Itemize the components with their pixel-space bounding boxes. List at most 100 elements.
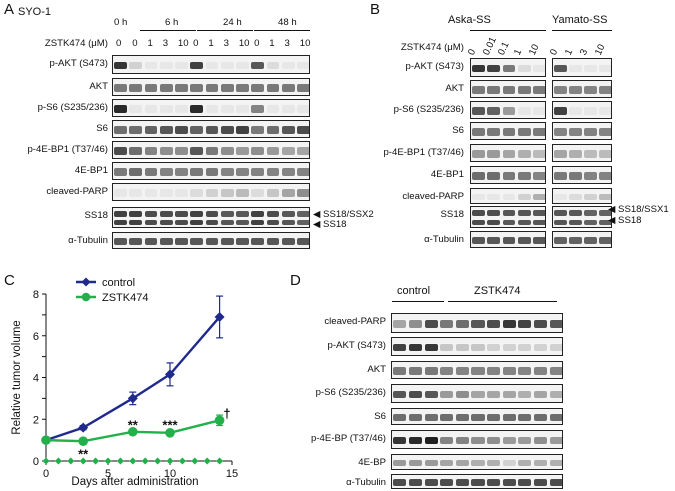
blot-band — [487, 367, 501, 375]
blot-band — [205, 237, 219, 246]
legend-label: ZSTK474 — [102, 292, 148, 304]
baseline-marker — [79, 457, 87, 465]
blot-band — [517, 236, 531, 245]
group-label: ZSTK474 — [474, 285, 521, 297]
blot-band — [472, 107, 485, 115]
blot-band — [533, 479, 548, 486]
blot-band — [220, 84, 234, 92]
blot-row-label: cleaved-PARP — [402, 191, 464, 202]
blot-band — [517, 64, 531, 73]
blot-band — [584, 150, 597, 158]
blot-strip — [470, 231, 546, 248]
blot-strip — [391, 454, 563, 470]
blot-band — [424, 436, 438, 445]
blot-band — [408, 459, 422, 467]
blot-band — [266, 168, 280, 176]
group-label: Aska-SS — [448, 14, 491, 26]
blot-band — [502, 413, 516, 422]
data-point — [127, 393, 138, 404]
blot-band — [533, 210, 545, 216]
blot-band — [502, 436, 516, 445]
blot-strip — [552, 166, 612, 184]
data-point — [214, 311, 225, 322]
blot-band — [533, 413, 548, 422]
blot-strip — [391, 430, 563, 449]
blot-band — [408, 319, 422, 329]
blot-band — [281, 237, 295, 246]
blot-band — [487, 319, 501, 329]
blot-band — [114, 105, 127, 113]
dose-label: 3 — [578, 47, 591, 57]
blot-band — [129, 189, 143, 197]
blot-row-label: AKT — [89, 81, 108, 92]
panel-c-letter: C — [4, 272, 15, 289]
blot-band — [190, 168, 204, 176]
blot-band — [554, 236, 567, 245]
blot-band — [251, 147, 265, 155]
blot-strip — [552, 144, 612, 162]
blot-band — [599, 86, 611, 94]
blot-strip — [112, 232, 310, 249]
blot-band — [281, 147, 295, 155]
blot-band — [190, 84, 204, 92]
blot-band — [144, 189, 158, 197]
blot-band — [251, 237, 265, 246]
blot-band — [251, 168, 265, 176]
blot-band — [424, 319, 438, 329]
blot-band — [144, 211, 158, 217]
blot-row-label: S6 — [96, 123, 108, 134]
blot-band — [584, 210, 597, 216]
blot-band — [205, 211, 219, 217]
blot-band — [471, 319, 485, 329]
blot-band — [266, 84, 280, 92]
blot-band — [487, 413, 501, 422]
blot-band — [549, 390, 562, 399]
blot-band — [533, 107, 545, 115]
blot-strip — [552, 122, 612, 140]
blot-band — [251, 189, 265, 197]
blot-band — [472, 64, 485, 73]
blot-band — [114, 211, 127, 217]
significance-annotation: ** — [78, 447, 89, 462]
blot-band — [220, 105, 234, 113]
blot-band — [159, 189, 173, 197]
blot-band — [175, 168, 188, 176]
blot-band — [554, 64, 567, 73]
blot-band — [220, 220, 234, 225]
blot-row-label: p-S6 (S235/236) — [315, 387, 386, 398]
blot-row-label: SS18 — [84, 210, 108, 221]
blot-band — [129, 168, 143, 176]
blot-band — [599, 219, 611, 225]
blot-band — [266, 189, 280, 197]
blot-band — [533, 150, 545, 158]
arrow-label-text: SS18/SSX2 — [323, 209, 374, 220]
blot-band — [393, 436, 407, 445]
blot-row-label: cleaved-PARP — [324, 316, 386, 327]
timepoint-bar — [197, 30, 253, 31]
blot-band — [114, 147, 127, 155]
blot-band — [440, 367, 454, 375]
blot-band — [129, 105, 143, 113]
blot-band — [236, 61, 249, 70]
data-point — [41, 435, 51, 445]
panel-a-cell-line: SYO-1 — [18, 6, 52, 18]
blot-band — [266, 126, 280, 134]
blot-band — [159, 237, 173, 246]
blot-band — [236, 211, 249, 217]
blot-band — [236, 84, 249, 92]
blot-band — [296, 211, 309, 217]
blot-band — [471, 367, 485, 375]
blot-strip — [552, 188, 612, 204]
blot-row-label: α-Tubulin — [68, 235, 108, 246]
baseline-marker — [141, 457, 149, 465]
blot-band — [502, 107, 516, 115]
significance-annotation: *** — [162, 417, 178, 432]
blot-band — [205, 189, 219, 197]
blot-band — [190, 237, 204, 246]
blot-band — [487, 390, 501, 399]
drug-label: ZSTK474 (μM) — [400, 42, 464, 53]
blot-band — [502, 150, 516, 158]
legend-label: control — [102, 277, 135, 289]
y-tick-label: 0 — [33, 456, 39, 468]
blot-band — [281, 84, 295, 92]
